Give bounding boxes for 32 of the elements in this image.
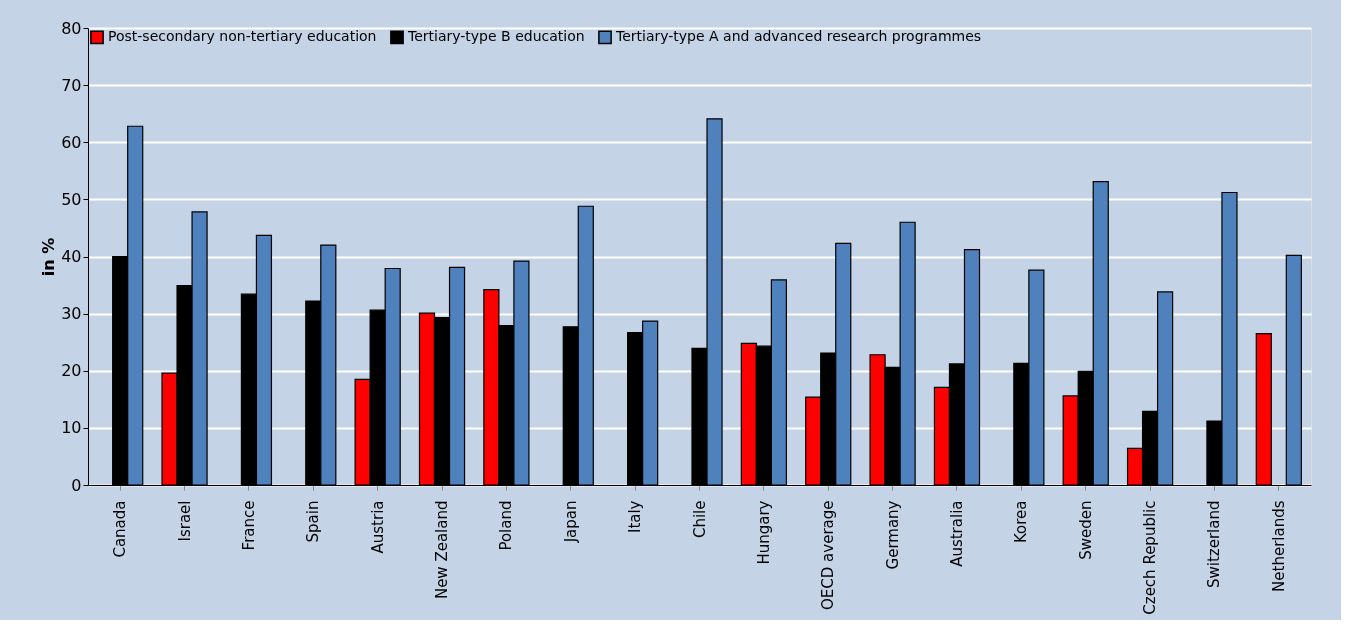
y-tick-label: 40 (61, 247, 82, 266)
x-tick-label: Czech Republic (1141, 500, 1160, 615)
x-tick-label: Australia (947, 500, 966, 567)
x-tick-label: Spain (304, 500, 323, 543)
x-tick-label: Hungary (754, 500, 773, 565)
x-tick-label: Korea (1012, 500, 1031, 544)
x-tick-label: New Zealand (433, 500, 452, 600)
x-tick-label: Israel (175, 500, 194, 542)
x-tick-label: Japan (561, 500, 580, 544)
y-axis-title: in % (39, 237, 59, 277)
x-tick-label: OECD average (819, 500, 838, 610)
y-tick-label: 80 (61, 18, 82, 38)
x-tick-label: Poland (497, 500, 516, 551)
x-tick-label: Germany (883, 500, 902, 570)
x-tick-label: Sweden (1076, 500, 1095, 560)
x-tick-label: Italy (626, 500, 645, 534)
legend-label: Tertiary-type B education (407, 28, 585, 45)
x-tick-label: Austria (368, 500, 387, 554)
y-tick-label: 50 (61, 189, 82, 209)
y-tick-label: 0 (71, 475, 82, 495)
legend-label: Tertiary-type A and advanced research programmes (615, 28, 982, 45)
x-tick-label: Canada (111, 500, 130, 558)
legend-label: Post-secondary non-tertiary education (108, 28, 377, 45)
x-tick-label: Switzerland (1205, 500, 1224, 588)
x-tick-label: France (239, 500, 258, 551)
y-tick-label: 70 (61, 75, 82, 95)
y-tick-label: 60 (61, 132, 82, 152)
x-tick-label: Chile (690, 500, 709, 539)
y-tick-label: 10 (61, 418, 82, 438)
y-tick-label: 30 (61, 304, 82, 324)
y-tick-label: 20 (61, 361, 82, 381)
x-tick-label: Netherlands (1269, 500, 1288, 592)
